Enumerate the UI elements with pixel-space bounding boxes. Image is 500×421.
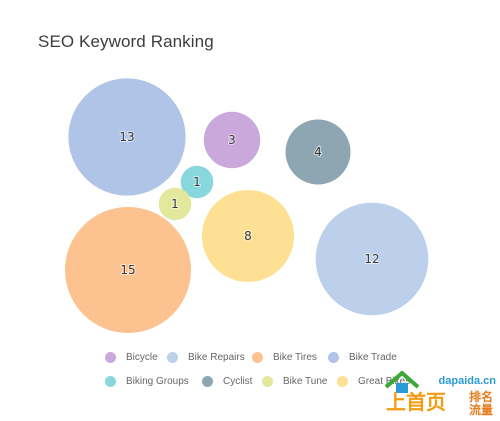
legend-swatch: [105, 376, 116, 387]
chart-title: SEO Keyword Ranking: [38, 32, 214, 51]
watermark-big-text: 上首页: [386, 390, 446, 414]
legend-label: Bike Tune: [283, 376, 328, 387]
legend-swatch: [167, 352, 178, 363]
legend-swatch: [337, 376, 348, 387]
bubble-label-bike-tune: 1: [171, 197, 179, 211]
bubble-bike-trade[interactable]: [68, 78, 186, 196]
legend-swatch: [202, 376, 213, 387]
bubble-bike-tune[interactable]: [158, 187, 192, 221]
legend-label: Bike Tires: [273, 352, 317, 363]
bubble-label-biking-groups: 1: [193, 175, 201, 189]
legend-item-bike-tune[interactable]: Bike Tune: [262, 376, 337, 387]
legend-item-bike-repairs[interactable]: Bike Repairs: [167, 352, 252, 363]
house-icon: [384, 371, 420, 393]
bubble-cyclist[interactable]: [285, 119, 351, 185]
legend-item-bike-trade[interactable]: Bike Trade: [328, 352, 408, 363]
bubble-great-bikes[interactable]: [202, 190, 294, 282]
legend-label: Bicycle: [126, 352, 158, 363]
legend-item-biking-groups[interactable]: Biking Groups: [105, 376, 202, 387]
legend-item-cyclist[interactable]: Cyclist: [202, 376, 262, 387]
legend-swatch: [328, 352, 339, 363]
legend-label: Bike Repairs: [188, 352, 245, 363]
legend-swatch: [252, 352, 263, 363]
legend-item-great-bikes[interactable]: Great Bikes: [337, 376, 417, 387]
legend-label: Cyclist: [223, 376, 253, 387]
legend: Bicycle Bike Repairs Bike Tires Bike Trade …: [105, 352, 500, 400]
watermark-small-text: 排名流量: [468, 390, 493, 417]
bubble-label-bicycle: 3: [228, 133, 236, 147]
bubble-label-cyclist: 4: [314, 145, 322, 159]
bubble-biking-groups[interactable]: [180, 165, 214, 199]
legend-label: Bike Trade: [349, 352, 397, 363]
bubble-bike-tires[interactable]: [65, 207, 191, 333]
watermark-domain: dapaida.cn: [438, 375, 496, 387]
legend-item-bicycle[interactable]: Bicycle: [105, 352, 167, 363]
bubble-bicycle[interactable]: [203, 111, 261, 169]
bubble-label-bike-repairs: 12: [364, 252, 379, 266]
bubble-bike-repairs[interactable]: [315, 202, 429, 316]
legend-swatch: [262, 376, 273, 387]
legend-label: Great Bikes: [358, 376, 411, 387]
legend-label: Biking Groups: [126, 376, 189, 387]
bubble-label-great-bikes: 8: [244, 229, 252, 243]
watermark-logo: dapaida.cn 上首页 排名流量: [382, 369, 500, 421]
bubble-label-bike-tires: 15: [120, 263, 135, 277]
bubble-label-bike-trade: 13: [119, 130, 134, 144]
legend-item-bike-tires[interactable]: Bike Tires: [252, 352, 328, 363]
legend-swatch: [105, 352, 116, 363]
